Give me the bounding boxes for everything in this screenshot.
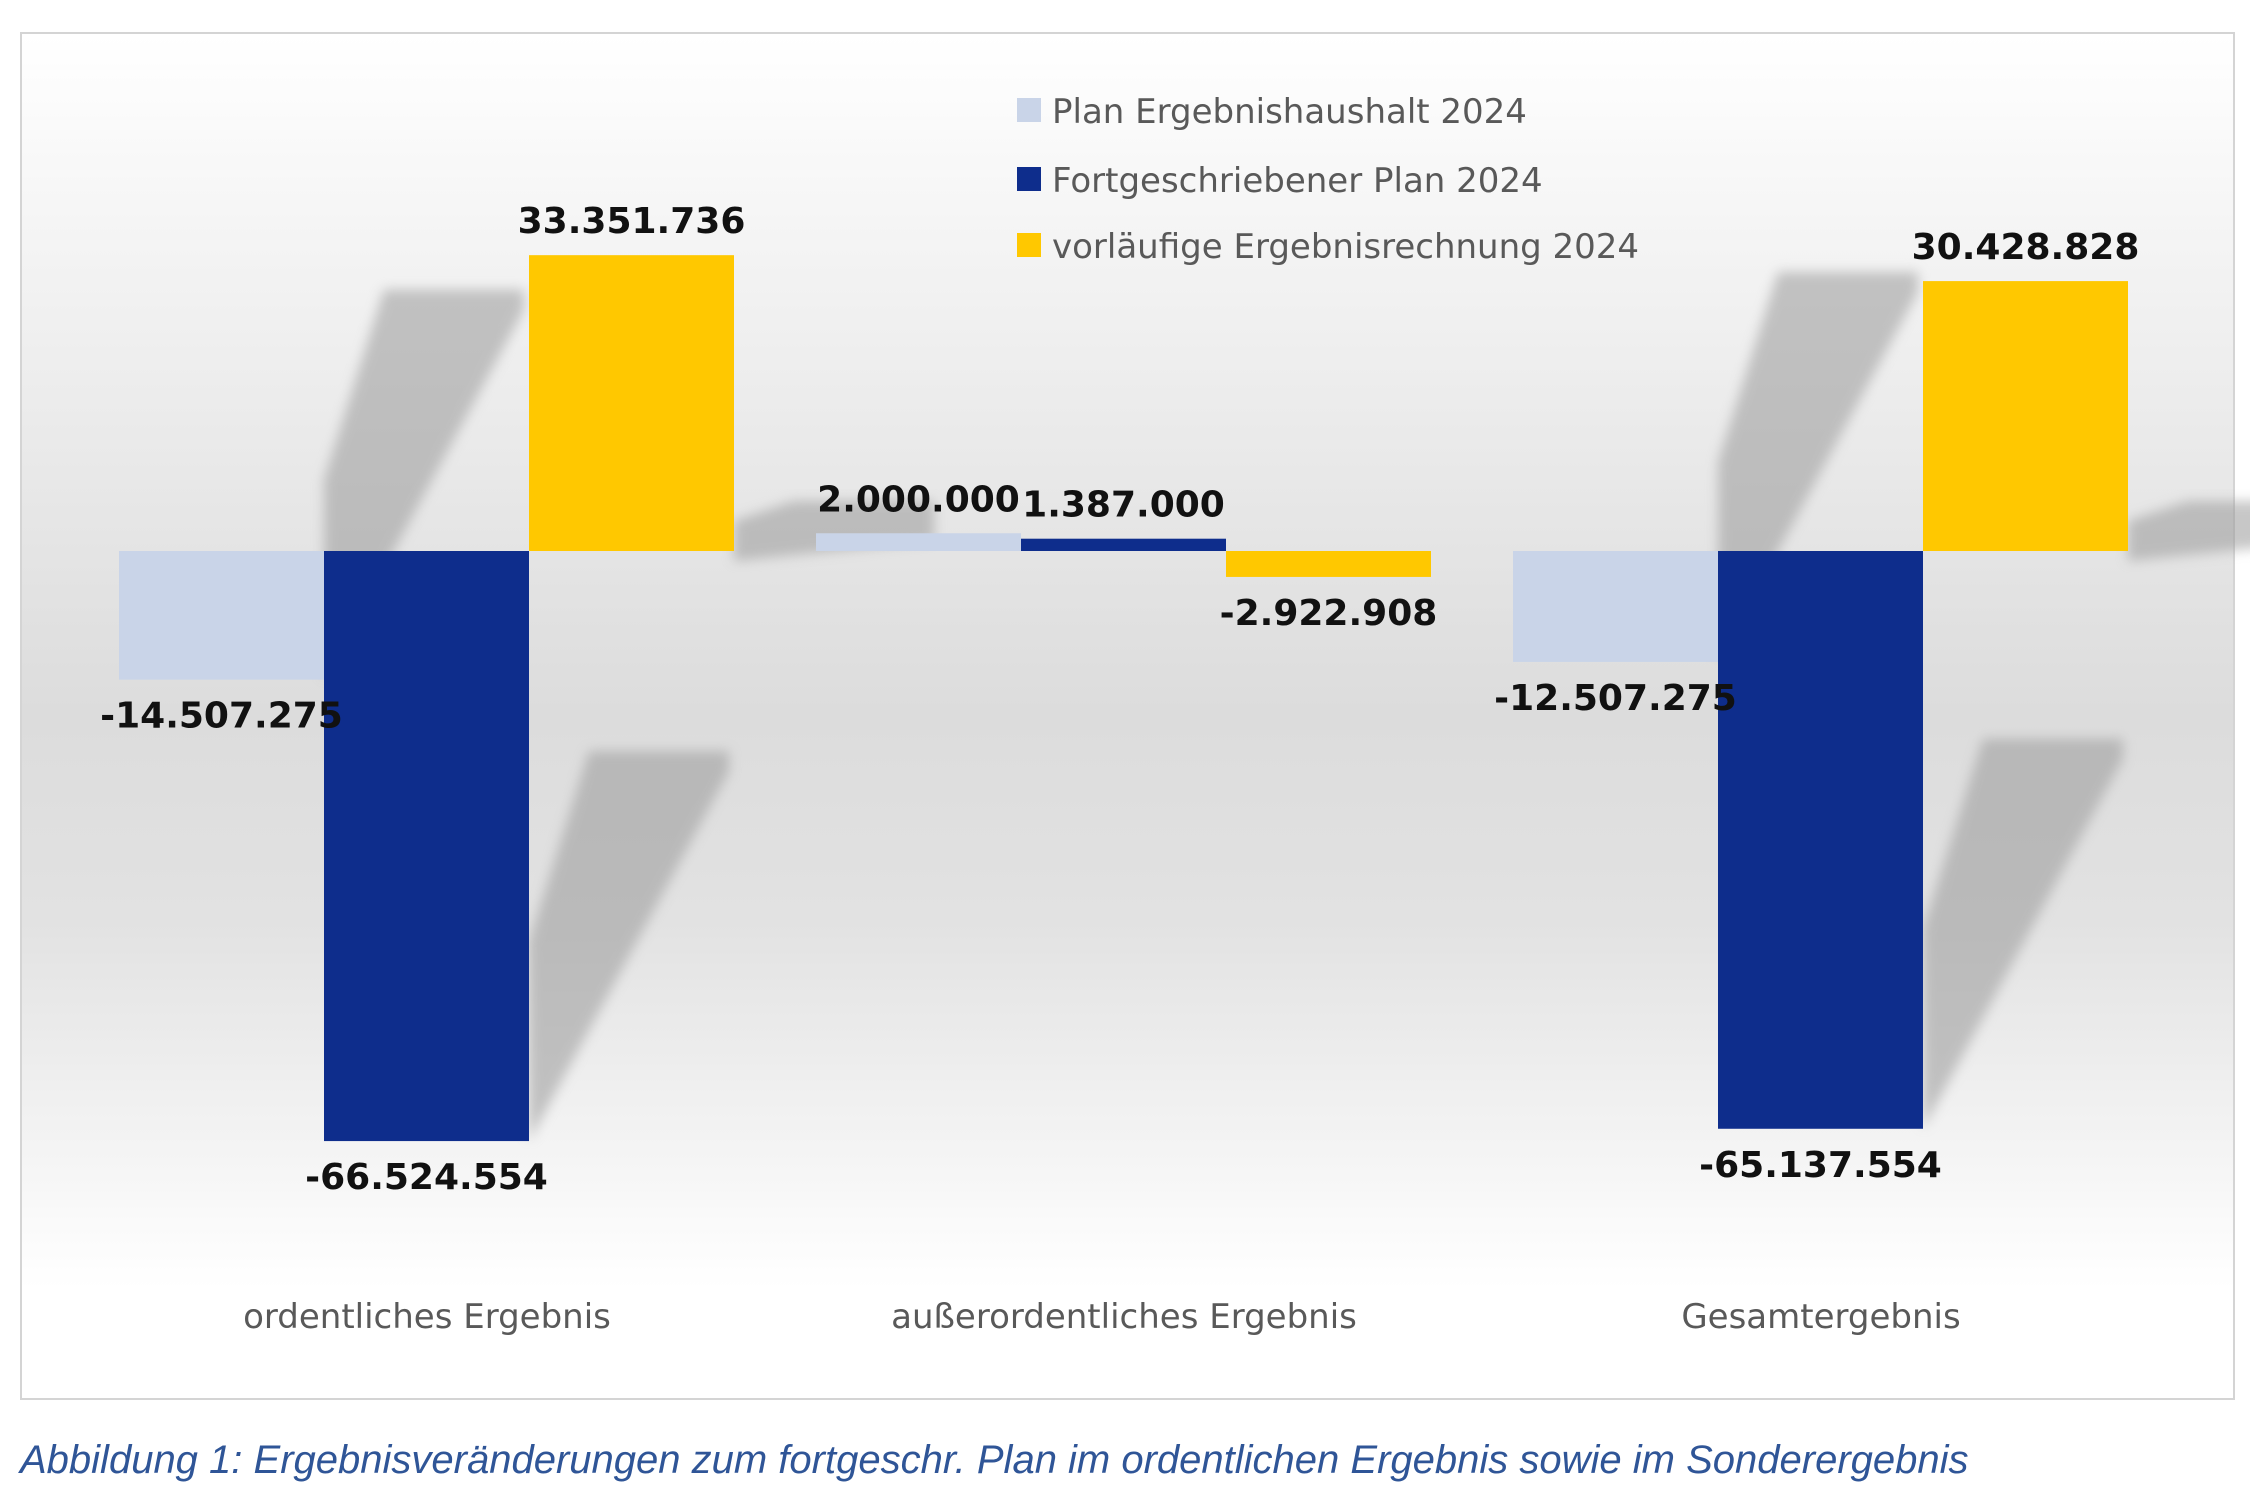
legend-swatch-1 bbox=[1017, 167, 1041, 191]
bar-shadow bbox=[1923, 738, 2123, 1129]
data-label-0-0: -14.507.275 bbox=[100, 696, 343, 737]
figure-caption: Abbildung 1: Ergebnisveränderungen zum f… bbox=[20, 1438, 1969, 1482]
data-label-1-2: -2.922.908 bbox=[1220, 593, 1438, 634]
legend-swatch-2 bbox=[1017, 233, 1041, 257]
bar-2-1 bbox=[1718, 551, 1923, 1129]
legend-label-0: Plan Ergebnishaushalt 2024 bbox=[1052, 92, 1527, 132]
bar-shadow bbox=[2128, 501, 2250, 561]
data-label-2-2: 30.428.828 bbox=[1912, 227, 2140, 268]
category-label-2: Gesamtergebnis bbox=[1681, 1297, 1960, 1337]
data-label-0-2: 33.351.736 bbox=[518, 201, 746, 242]
legend-label-2: vorläufige Ergebnisrechnung 2024 bbox=[1052, 227, 1639, 267]
bar-1-2 bbox=[1226, 551, 1431, 577]
legend-swatch-0 bbox=[1017, 98, 1041, 122]
data-label-1-0: 2.000.000 bbox=[817, 479, 1020, 520]
legend-label-1: Fortgeschriebener Plan 2024 bbox=[1052, 161, 1543, 201]
bar-1-1 bbox=[1021, 538, 1226, 551]
bar-0-0 bbox=[119, 551, 324, 680]
bar-0-1 bbox=[324, 551, 529, 1142]
data-label-0-1: -66.524.554 bbox=[305, 1157, 548, 1198]
data-label-2-1: -65.137.554 bbox=[1699, 1145, 1942, 1186]
bar-0-2 bbox=[529, 255, 734, 551]
bar-2-2 bbox=[1923, 281, 2128, 551]
bar-1-0 bbox=[816, 533, 1021, 551]
bar-2-0 bbox=[1513, 551, 1718, 662]
data-label-2-0: -12.507.275 bbox=[1494, 678, 1737, 719]
category-label-1: außerordentliches Ergebnis bbox=[891, 1297, 1357, 1337]
category-label-0: ordentliches Ergebnis bbox=[243, 1297, 611, 1337]
data-label-1-1: 1.387.000 bbox=[1022, 485, 1225, 526]
bar-shadow bbox=[529, 751, 729, 1142]
